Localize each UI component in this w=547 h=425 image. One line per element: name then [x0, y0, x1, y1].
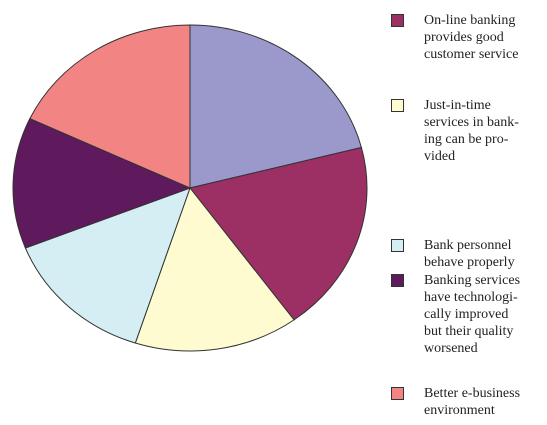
legend-label: Just-in-time services in bank- ing can b… — [424, 98, 519, 164]
pie-slice — [134, 186, 295, 352]
legend-swatch — [391, 14, 404, 27]
legend-swatch — [391, 274, 404, 287]
pie-slice — [189, 24, 363, 189]
legend-label: Bank personnel behave properly — [424, 238, 515, 270]
legend-label: On-line banking provides good customer s… — [424, 13, 519, 62]
legend-swatch — [391, 387, 404, 400]
pie-slice — [24, 187, 191, 344]
legend-label: Banking services have technologi- cally … — [424, 273, 521, 356]
legend-swatch — [391, 239, 404, 252]
pie-chart — [12, 24, 368, 352]
legend-swatch — [391, 99, 404, 112]
legend-label: Better e-business environment — [424, 386, 521, 418]
pie-slice — [29, 24, 191, 189]
pie-slice — [12, 117, 192, 249]
pie-slice — [189, 146, 368, 321]
